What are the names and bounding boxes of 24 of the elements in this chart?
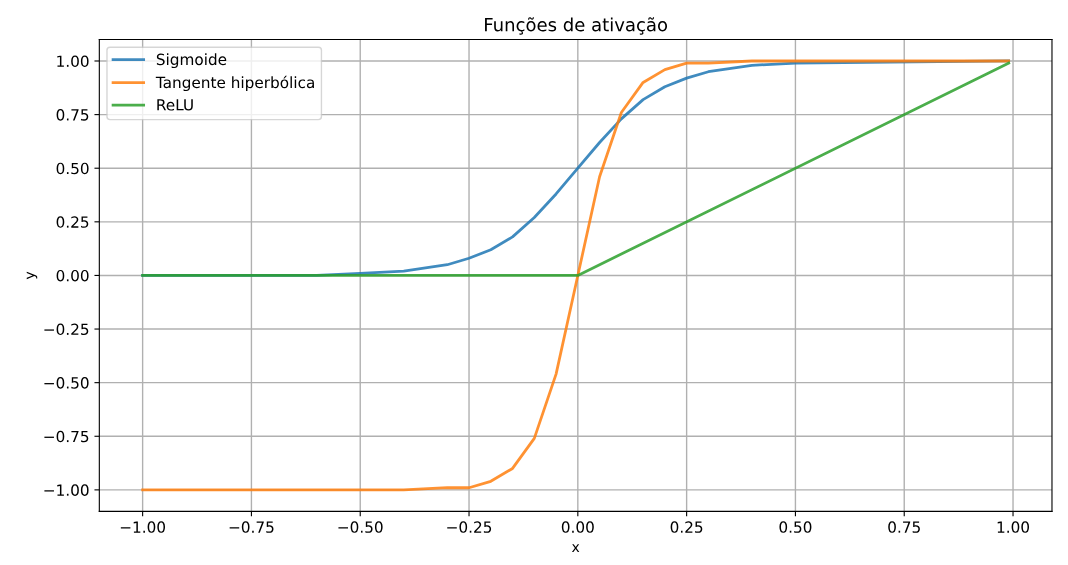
legend-label: Sigmoide xyxy=(156,53,227,69)
x-tick-label: −0.75 xyxy=(229,521,274,533)
x-tick-label: −1.00 xyxy=(120,521,166,533)
y-tick-label: 0.50 xyxy=(56,162,89,175)
x-tick-label: −0.50 xyxy=(338,521,383,533)
y-tick-label: −0.50 xyxy=(44,377,89,389)
y-tick-label: −1.00 xyxy=(44,484,89,496)
y-tick-label: −0.25 xyxy=(44,323,89,336)
legend-label: Tangente hiperbólica xyxy=(155,75,314,92)
y-axis-title: y xyxy=(26,271,38,280)
x-tick-label: 0.25 xyxy=(670,521,703,533)
legend-label: ReLU xyxy=(157,99,193,111)
chart-title: Funções de ativação xyxy=(485,17,668,35)
x-tick-label: 0.00 xyxy=(561,521,594,533)
y-tick-label: 0.25 xyxy=(56,216,89,228)
x-tick-label: 0.50 xyxy=(779,521,812,533)
x-axis-title: x xyxy=(571,544,580,552)
x-tick-label: −0.25 xyxy=(447,521,492,533)
y-tick-label: 1.00 xyxy=(57,55,89,68)
y-tick-label: −0.75 xyxy=(44,430,89,443)
x-tick-label: 1.00 xyxy=(997,521,1030,533)
y-tick-label: 0.75 xyxy=(56,109,89,121)
y-tick-label: 0.00 xyxy=(56,269,89,282)
x-tick-label: 0.75 xyxy=(888,521,920,533)
